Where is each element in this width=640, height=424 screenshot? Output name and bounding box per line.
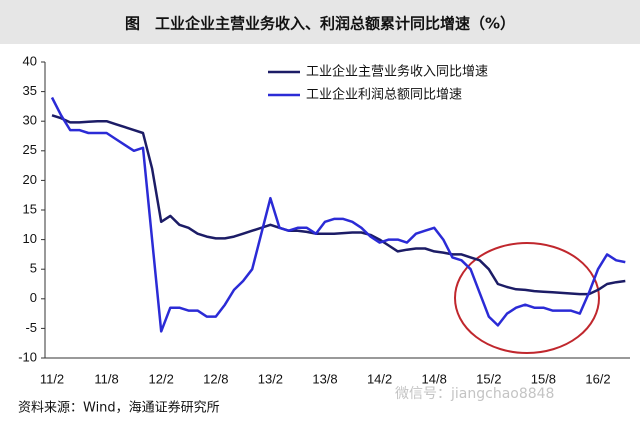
y-tick-label: 20 xyxy=(23,172,37,187)
watermark: 微信号：jiangchao8848 xyxy=(395,386,554,402)
y-tick-label: 0 xyxy=(30,290,37,305)
x-tick-label: 11/8 xyxy=(94,371,118,386)
y-tick-label: 30 xyxy=(23,113,37,128)
legend-label: 工业企业主营业务收入同比增速 xyxy=(306,64,488,80)
title-band xyxy=(0,0,640,44)
y-tick-label: 35 xyxy=(23,83,37,98)
x-tick-label: 16/2 xyxy=(585,371,610,386)
y-tick-label: 15 xyxy=(23,201,37,216)
source-note: 资料来源：Wind，海通证券研究所 xyxy=(18,400,220,416)
x-tick-label: 14/2 xyxy=(367,371,392,386)
x-tick-label: 14/8 xyxy=(422,371,447,386)
series-line xyxy=(51,114,626,296)
x-tick-label: 13/2 xyxy=(258,371,283,386)
x-tick-label: 12/2 xyxy=(149,371,174,386)
y-tick-label: 25 xyxy=(23,142,37,157)
series-line xyxy=(50,96,626,333)
x-tick-label: 15/2 xyxy=(476,371,501,386)
x-tick-label: 15/8 xyxy=(531,371,556,386)
y-tick-label: 10 xyxy=(23,231,37,246)
x-tick-label: 11/2 xyxy=(40,371,64,386)
y-tick-label: -10 xyxy=(18,349,37,364)
y-tick-label: 5 xyxy=(30,261,37,276)
x-tick-label: 12/8 xyxy=(203,371,228,386)
chart-title: 图 工业企业主营业务收入、利润总额累计同比增速（%） xyxy=(125,15,515,33)
y-tick-label: -5 xyxy=(25,320,37,335)
highlight-ellipse xyxy=(454,242,600,354)
x-tick-label: 13/8 xyxy=(312,371,337,386)
legend-label: 工业企业利润总额同比增速 xyxy=(306,87,462,103)
y-tick-label: 40 xyxy=(23,53,37,68)
